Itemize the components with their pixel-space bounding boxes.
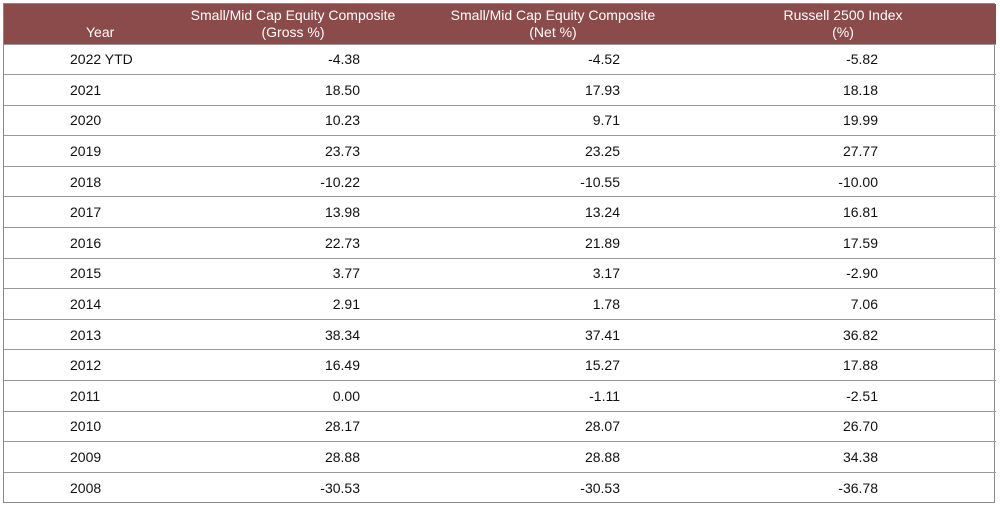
cell-net: -10.55 [416,165,690,197]
table-row: 2021 18.50 17.93 18.18 [4,74,996,106]
cell-gross: 13.98 [170,196,416,228]
table-row: 2018 -10.22 -10.55 -10.00 [4,165,996,197]
cell-index: 34.38 [690,441,996,473]
cell-year: 2020 [4,104,170,136]
header-year: Year [4,4,170,44]
cell-index: 16.81 [690,196,996,228]
cell-net: -1.11 [416,380,690,412]
cell-gross: 18.50 [170,74,416,106]
table-row: 2010 28.17 28.07 26.70 [4,410,996,442]
cell-year: 2017 [4,196,170,228]
cell-gross: 0.00 [170,380,416,412]
cell-gross: 3.77 [170,257,416,289]
table-row: 2011 0.00 -1.11 -2.51 [4,380,996,412]
cell-index: -10.00 [690,165,996,197]
cell-gross: 28.88 [170,441,416,473]
cell-net: 9.71 [416,104,690,136]
cell-index: 17.59 [690,227,996,259]
cell-year: 2018 [4,165,170,197]
cell-gross: 23.73 [170,135,416,167]
header-net-line1: Small/Mid Cap Equity Composite [450,6,656,23]
cell-gross: 38.34 [170,318,416,350]
cell-index: 27.77 [690,135,996,167]
cell-index: -2.51 [690,380,996,412]
table-row: 2008 -30.53 -30.53 -36.78 [4,471,996,503]
cell-index: 19.99 [690,104,996,136]
cell-net: 1.78 [416,288,690,320]
header-index-line2: (%) [832,23,854,40]
cell-year: 2015 [4,257,170,289]
cell-net: 28.07 [416,410,690,442]
cell-year: 2010 [4,410,170,442]
cell-net: -4.52 [416,43,690,75]
cell-net: 15.27 [416,349,690,381]
cell-year: 2013 [4,318,170,350]
header-index-line1: Russell 2500 Index [783,6,903,23]
cell-index: 26.70 [690,410,996,442]
table-row: 2022 YTD -4.38 -4.52 -5.82 [4,43,996,75]
cell-index: 18.18 [690,74,996,106]
performance-table-container: Year Small/Mid Cap Equity Composite (Gro… [3,3,996,503]
header-gross-line1: Small/Mid Cap Equity Composite [190,6,396,23]
cell-year: 2021 [4,74,170,106]
header-net-line2: (Net %) [529,23,577,40]
cell-index: 17.88 [690,349,996,381]
cell-gross: -30.53 [170,471,416,503]
cell-gross: -10.22 [170,165,416,197]
table-row: 2015 3.77 3.17 -2.90 [4,257,996,289]
cell-index: -2.90 [690,257,996,289]
header-row: Year Small/Mid Cap Equity Composite (Gro… [4,4,996,44]
cell-year: 2014 [4,288,170,320]
cell-year: 2019 [4,135,170,167]
table-row: 2013 38.34 37.41 36.82 [4,318,996,350]
cell-gross: -4.38 [170,43,416,75]
cell-year: 2022 YTD [4,43,170,75]
header-year-label: Year [86,23,115,40]
header-gross: Small/Mid Cap Equity Composite (Gross %) [170,4,416,44]
cell-net: 23.25 [416,135,690,167]
cell-gross: 10.23 [170,104,416,136]
cell-year: 2012 [4,349,170,381]
cell-net: 17.93 [416,74,690,106]
header-net: Small/Mid Cap Equity Composite (Net %) [416,4,690,44]
cell-net: 13.24 [416,196,690,228]
header-gross-line2: (Gross %) [261,23,325,40]
table-row: 2014 2.91 1.78 7.06 [4,288,996,320]
cell-index: 7.06 [690,288,996,320]
header-index: Russell 2500 Index (%) [690,4,996,44]
performance-table: Year Small/Mid Cap Equity Composite (Gro… [4,4,996,503]
cell-gross: 28.17 [170,410,416,442]
cell-year: 2016 [4,227,170,259]
table-header: Year Small/Mid Cap Equity Composite (Gro… [4,4,996,44]
cell-net: -30.53 [416,471,690,503]
cell-index: -36.78 [690,471,996,503]
cell-gross: 16.49 [170,349,416,381]
cell-net: 21.89 [416,227,690,259]
cell-gross: 22.73 [170,227,416,259]
table-row: 2012 16.49 15.27 17.88 [4,349,996,381]
cell-net: 28.88 [416,441,690,473]
cell-year: 2011 [4,380,170,412]
cell-year: 2009 [4,441,170,473]
table-row: 2016 22.73 21.89 17.59 [4,227,996,259]
table-row: 2019 23.73 23.25 27.77 [4,135,996,167]
cell-gross: 2.91 [170,288,416,320]
table-body: 2022 YTD -4.38 -4.52 -5.82 2021 18.50 17.93 18.… [4,43,996,503]
cell-net: 3.17 [416,257,690,289]
cell-index: -5.82 [690,43,996,75]
table-row: 2020 10.23 9.71 19.99 [4,104,996,136]
cell-year: 2008 [4,471,170,503]
table-row: 2017 13.98 13.24 16.81 [4,196,996,228]
table-row: 2009 28.88 28.88 34.38 [4,441,996,473]
cell-net: 37.41 [416,318,690,350]
cell-index: 36.82 [690,318,996,350]
